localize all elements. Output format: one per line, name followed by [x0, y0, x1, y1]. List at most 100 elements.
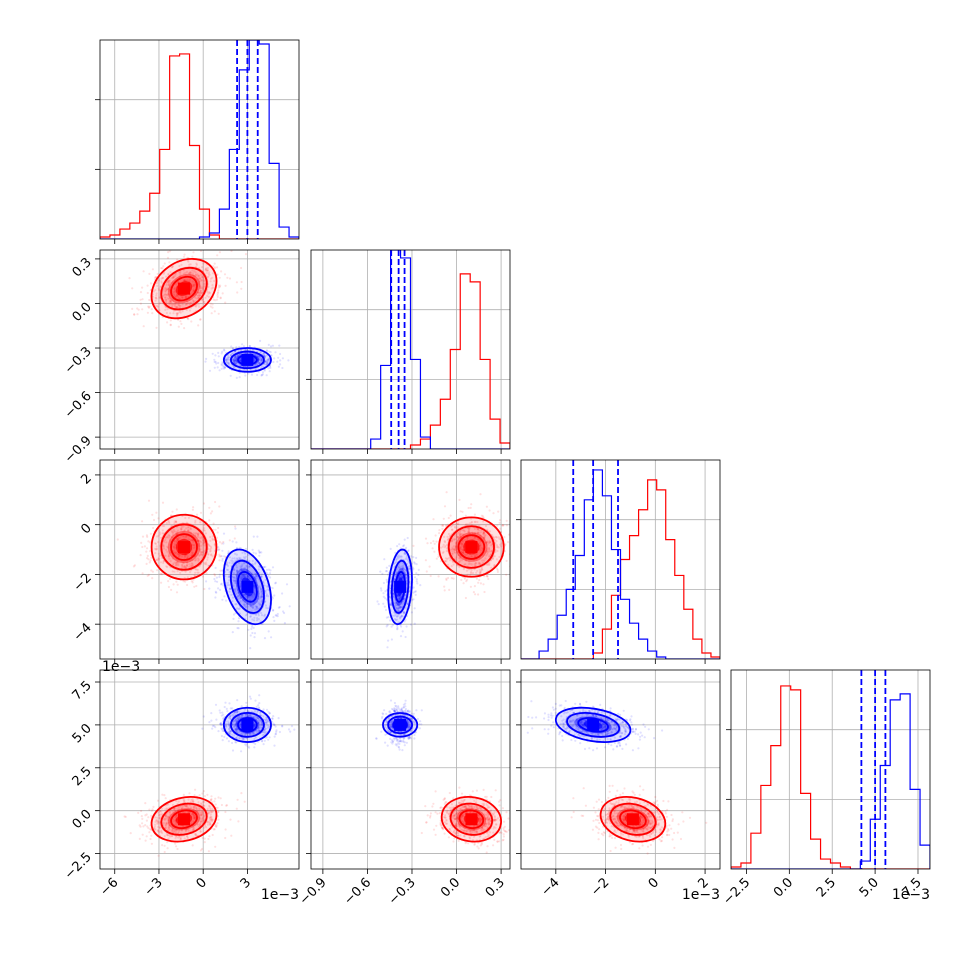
scatter-point [193, 817, 196, 820]
scatter-point [393, 596, 396, 599]
scatter-point [247, 574, 250, 578]
scatter-point [195, 263, 198, 266]
scatter-point [445, 524, 448, 527]
scatter-point [458, 531, 461, 534]
scatter-point [272, 360, 275, 364]
scatter-point [172, 829, 176, 832]
scatter-point [249, 615, 252, 618]
scatter-point [192, 534, 195, 537]
scatter-point [400, 615, 403, 618]
scatter-point [257, 618, 260, 621]
scatter-point [154, 275, 157, 279]
scatter-point [389, 547, 392, 551]
scatter-point [206, 823, 209, 826]
scatter-point [268, 572, 272, 575]
scatter-point [500, 542, 503, 545]
scatter-point [157, 557, 160, 560]
scatter-point [171, 531, 174, 534]
contour-red [170, 275, 198, 302]
scatter-point [154, 816, 157, 819]
scatter-point [175, 302, 178, 305]
scatter-point [193, 574, 196, 577]
scatter-point [473, 527, 476, 531]
scatter-point [192, 283, 195, 286]
scatter-point [173, 522, 176, 525]
scatter-point [167, 241, 169, 243]
scatter-point [184, 566, 187, 569]
scatter-point [201, 551, 204, 554]
scatter-point [232, 360, 235, 363]
scatter-point [206, 290, 209, 294]
scatter-point [451, 550, 454, 553]
scatter-point [473, 532, 477, 535]
scatter-point [383, 605, 386, 608]
scatter-point [260, 374, 263, 377]
scatter-point [156, 799, 160, 802]
scatter-point [207, 295, 210, 298]
scatter-point [214, 803, 217, 806]
scatter-point [208, 587, 211, 590]
scatter-point [218, 573, 221, 576]
scatter-point [205, 561, 208, 564]
scatter-point [168, 834, 171, 837]
scatter-point [468, 532, 471, 535]
scatter-point [473, 554, 476, 557]
scatter-point [389, 603, 392, 606]
scatter-point [454, 551, 457, 554]
scatter-point [237, 620, 240, 623]
scatter-point [233, 358, 236, 361]
scatter-point [158, 279, 161, 282]
scatter-point [164, 826, 167, 830]
scatter-point [221, 569, 224, 572]
scatter-point [274, 582, 277, 585]
scatter-point [407, 565, 410, 569]
scatter-point [192, 828, 195, 832]
scatter-point [482, 554, 485, 557]
scatter-point [442, 543, 445, 546]
scatter-point [239, 363, 242, 366]
scatter-point [178, 808, 181, 811]
scatter-point [200, 291, 203, 294]
scatter-point [459, 547, 462, 550]
scatter-point [408, 564, 411, 568]
scatter-point [239, 716, 242, 719]
scatter-point [494, 549, 497, 552]
scatter-point [462, 529, 465, 532]
scatter-point [210, 818, 213, 821]
scatter-point [150, 814, 153, 817]
scatter-point [458, 533, 461, 536]
scatter-point [211, 833, 214, 837]
scatter-point [159, 813, 162, 816]
scatter-point [459, 533, 462, 536]
scatter-point [209, 816, 212, 819]
scatter-point [267, 607, 270, 610]
scatter-point [413, 562, 416, 565]
scatter-point [189, 564, 192, 567]
scatter-point [214, 354, 217, 357]
scatter-point [451, 548, 454, 551]
scatter-point [172, 545, 176, 548]
scatter-point [165, 821, 168, 825]
scatter-point [156, 304, 159, 307]
scatter-point [459, 510, 462, 513]
scatter-point [183, 800, 186, 804]
scatter-point [429, 541, 432, 545]
scatter-point [175, 312, 178, 315]
scatter-point [209, 813, 212, 816]
scatter-point [199, 550, 202, 553]
scatter-point [477, 593, 480, 596]
scatter-point [199, 289, 202, 292]
scatter-point [167, 288, 170, 291]
scatter-point [163, 524, 166, 528]
scatter-point [197, 813, 200, 816]
scatter-point [197, 303, 200, 306]
scatter-point [479, 493, 482, 496]
scatter-point [505, 559, 508, 563]
scatter-point [226, 354, 229, 357]
scatter-point [209, 564, 212, 567]
scatter-point [146, 284, 149, 287]
scatter-point [389, 619, 392, 622]
scatter-point [263, 354, 266, 357]
scatter-point [268, 370, 271, 373]
scatter-point [228, 561, 231, 564]
